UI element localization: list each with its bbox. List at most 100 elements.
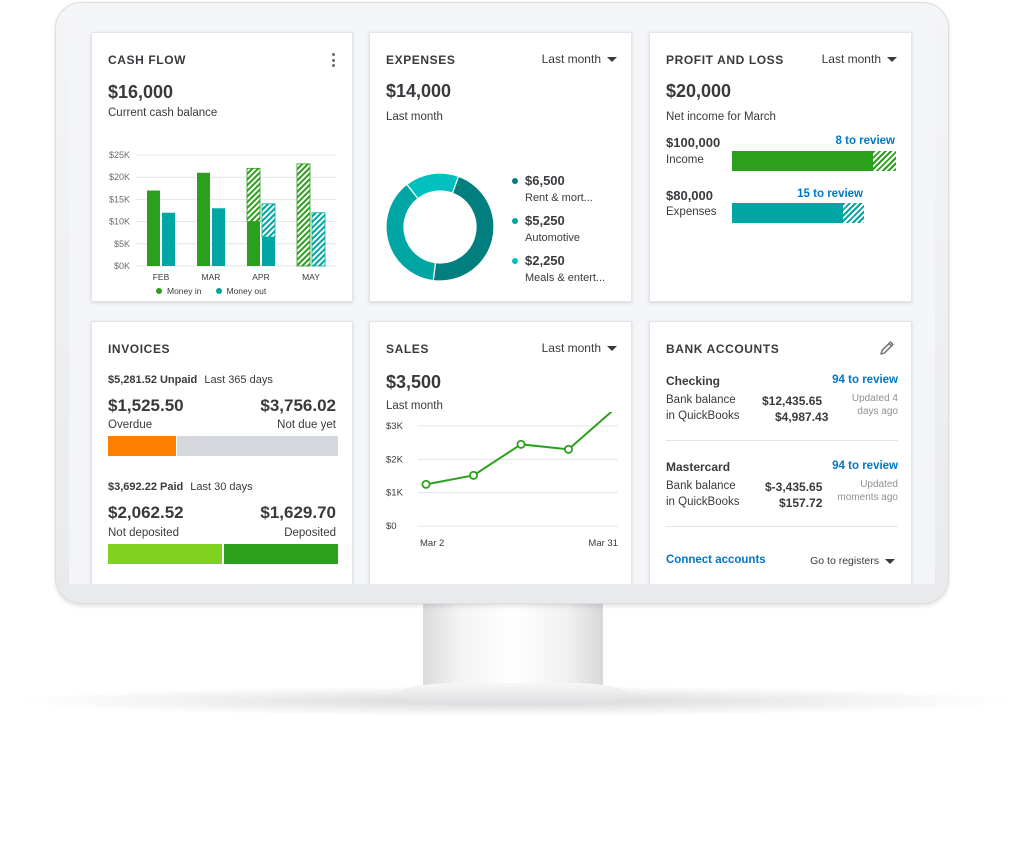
bank-balance-label: Bank balance bbox=[666, 480, 736, 492]
account-name: Checking bbox=[666, 374, 721, 388]
expenses-bar[interactable] bbox=[732, 203, 864, 223]
money-out-bar-projected[interactable] bbox=[261, 203, 276, 238]
expense-label: Meals & entert... bbox=[525, 272, 606, 284]
donut-slice[interactable] bbox=[432, 175, 495, 282]
paid-summary: $3,692.22 Paid Last 30 days bbox=[108, 481, 253, 493]
cash-flow-card[interactable]: CASH FLOW $16,000 Current cash balance $… bbox=[91, 32, 353, 302]
y-tick-label: $0 bbox=[386, 521, 397, 532]
expense-item: $6,500 Rent & mort... bbox=[512, 173, 630, 213]
caret-down-icon bbox=[887, 56, 897, 62]
y-tick-label: $25K bbox=[109, 150, 130, 160]
period-dropdown[interactable]: Last month bbox=[542, 52, 617, 66]
expenses-review-link[interactable]: 15 to review bbox=[797, 188, 863, 200]
sales-point[interactable] bbox=[421, 479, 431, 489]
cash-flow-chart: $0K $5K $10K $15K $20K $25K FEB MAR APR MAY bbox=[109, 150, 336, 282]
income-bar[interactable] bbox=[732, 151, 896, 171]
bank-accounts-card[interactable]: BANK ACCOUNTS Checking 94 to review Bank… bbox=[649, 321, 912, 584]
income-review-link[interactable]: 8 to review bbox=[835, 135, 895, 147]
dashboard-screen: CASH FLOW $16,000 Current cash balance $… bbox=[69, 16, 935, 584]
money-out-bar[interactable] bbox=[212, 208, 225, 266]
money-in-dot-icon bbox=[156, 288, 162, 294]
money-in-bar[interactable] bbox=[197, 172, 210, 266]
account-review-link[interactable]: 94 to review bbox=[832, 460, 898, 472]
bank-balance-value: $-3,435.65 bbox=[765, 480, 823, 494]
updated-timestamp: Updated 4 days ago bbox=[851, 393, 898, 417]
money-in-bar-projected[interactable] bbox=[296, 163, 311, 267]
money-in-bar[interactable] bbox=[247, 221, 260, 266]
donut-slice[interactable] bbox=[385, 183, 437, 282]
x-tick-label: MAY bbox=[302, 272, 320, 282]
go-to-registers-dropdown[interactable]: Go to registers bbox=[810, 555, 895, 567]
sales-card[interactable]: SALES Last month $3,500 Last month $0 $1K… bbox=[369, 321, 632, 584]
sales-point[interactable] bbox=[516, 439, 526, 449]
period-dropdown[interactable]: Last month bbox=[542, 341, 617, 355]
not-due-label: Not due yet bbox=[277, 419, 336, 431]
profit-and-loss-card[interactable]: PROFIT AND LOSS Last month $20,000 Net i… bbox=[649, 32, 912, 302]
money-out-bar[interactable] bbox=[262, 237, 275, 266]
period-label: Last month bbox=[541, 52, 601, 66]
expenses-card[interactable]: EXPENSES Last month $14,000 Last month $… bbox=[369, 32, 632, 302]
quickbooks-balance-value: $4,987.43 bbox=[775, 410, 829, 424]
not-deposited-amount: $2,062.52 bbox=[108, 503, 184, 522]
not-due-bar-segment[interactable] bbox=[177, 436, 338, 456]
unpaid-bar[interactable] bbox=[108, 436, 338, 456]
not-deposited-label: Not deposited bbox=[108, 527, 179, 539]
legend-money-in: Money in bbox=[156, 286, 202, 296]
card-title: PROFIT AND LOSS bbox=[666, 53, 784, 67]
income-bar-pending bbox=[873, 151, 896, 171]
sales-point[interactable] bbox=[563, 444, 573, 454]
invoices-card[interactable]: INVOICES $5,281.52 Unpaid Last 365 days … bbox=[91, 321, 353, 584]
more-options-icon[interactable] bbox=[330, 53, 336, 67]
card-title: INVOICES bbox=[108, 342, 171, 356]
deposited-bar-segment[interactable] bbox=[224, 544, 338, 564]
caret-down-icon bbox=[885, 558, 895, 564]
quickbooks-balance-value: $157.72 bbox=[779, 496, 823, 510]
period-label: Last month bbox=[541, 341, 601, 355]
net-income-amount: $20,000 bbox=[666, 81, 732, 101]
money-out-bar[interactable] bbox=[162, 212, 175, 266]
expenses-label: Expenses bbox=[666, 206, 717, 218]
expense-item: $2,250 Meals & entert... bbox=[512, 253, 630, 293]
card-title: CASH FLOW bbox=[108, 53, 187, 67]
sales-point[interactable] bbox=[469, 470, 479, 480]
not-deposited-bar-segment[interactable] bbox=[108, 544, 222, 564]
registers-label: Go to registers bbox=[810, 555, 879, 567]
expense-amount: $5,250 bbox=[525, 213, 565, 228]
expense-item: $5,250 Automotive bbox=[512, 213, 630, 253]
overdue-bar-segment[interactable] bbox=[108, 436, 176, 456]
cash-balance-label: Current cash balance bbox=[108, 107, 218, 119]
sales-amount: $3,500 bbox=[386, 372, 442, 392]
y-tick-label: $3K bbox=[386, 421, 404, 432]
donut-slice[interactable] bbox=[406, 172, 460, 200]
cash-flow-legend: Money in Money out bbox=[156, 286, 266, 296]
quickbooks-balance-label: in QuickBooks bbox=[666, 496, 740, 508]
monitor-stand-neck bbox=[423, 604, 603, 690]
bullet-dot-icon bbox=[512, 258, 518, 264]
expenses-bar-pending bbox=[842, 203, 864, 223]
expenses-bar-fill bbox=[732, 203, 843, 223]
paid-bar[interactable] bbox=[108, 544, 338, 564]
bank-account-mastercard[interactable]: Mastercard 94 to review Bank balance $-3… bbox=[666, 460, 898, 544]
caret-down-icon bbox=[607, 345, 617, 351]
divider bbox=[666, 440, 898, 441]
caret-down-icon bbox=[607, 56, 617, 62]
expense-label: Automotive bbox=[525, 232, 581, 244]
money-in-bar-projected[interactable] bbox=[246, 167, 261, 222]
pencil-edit-icon[interactable] bbox=[879, 340, 895, 356]
divider bbox=[666, 526, 898, 527]
money-in-bar[interactable] bbox=[147, 190, 160, 266]
x-tick-label: APR bbox=[252, 272, 269, 282]
cash-balance-amount: $16,000 bbox=[108, 82, 174, 102]
period-dropdown[interactable]: Last month bbox=[822, 52, 897, 66]
card-title: BANK ACCOUNTS bbox=[666, 342, 780, 356]
connect-accounts-link[interactable]: Connect accounts bbox=[666, 554, 766, 566]
overdue-label: Overdue bbox=[108, 419, 153, 431]
paid-period: Last 30 days bbox=[190, 481, 253, 493]
account-review-link[interactable]: 94 to review bbox=[832, 374, 898, 386]
bank-account-checking[interactable]: Checking 94 to review Bank balance $12,4… bbox=[666, 374, 898, 458]
income-label: Income bbox=[666, 154, 704, 166]
legend-label: Money out bbox=[226, 286, 267, 296]
money-out-bar-projected[interactable] bbox=[311, 212, 326, 267]
legend-label: Money in bbox=[167, 286, 202, 296]
income-bar-fill bbox=[732, 151, 874, 171]
